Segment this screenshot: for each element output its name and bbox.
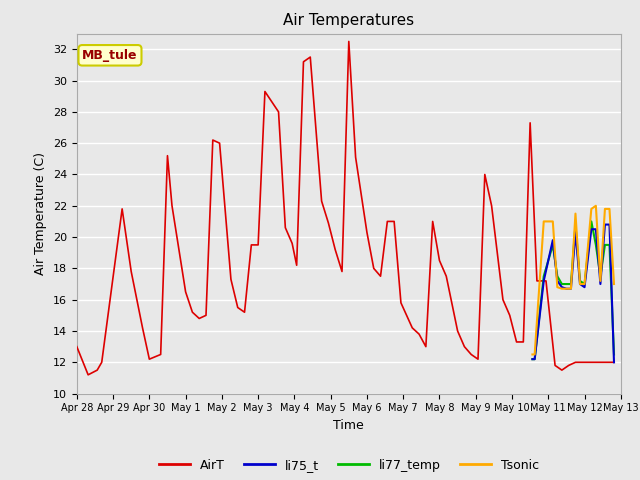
Legend: AirT, li75_t, li77_temp, Tsonic: AirT, li75_t, li77_temp, Tsonic	[154, 454, 544, 477]
Text: MB_tule: MB_tule	[82, 49, 138, 62]
X-axis label: Time: Time	[333, 419, 364, 432]
Y-axis label: Air Temperature (C): Air Temperature (C)	[35, 152, 47, 275]
Title: Air Temperatures: Air Temperatures	[284, 13, 414, 28]
